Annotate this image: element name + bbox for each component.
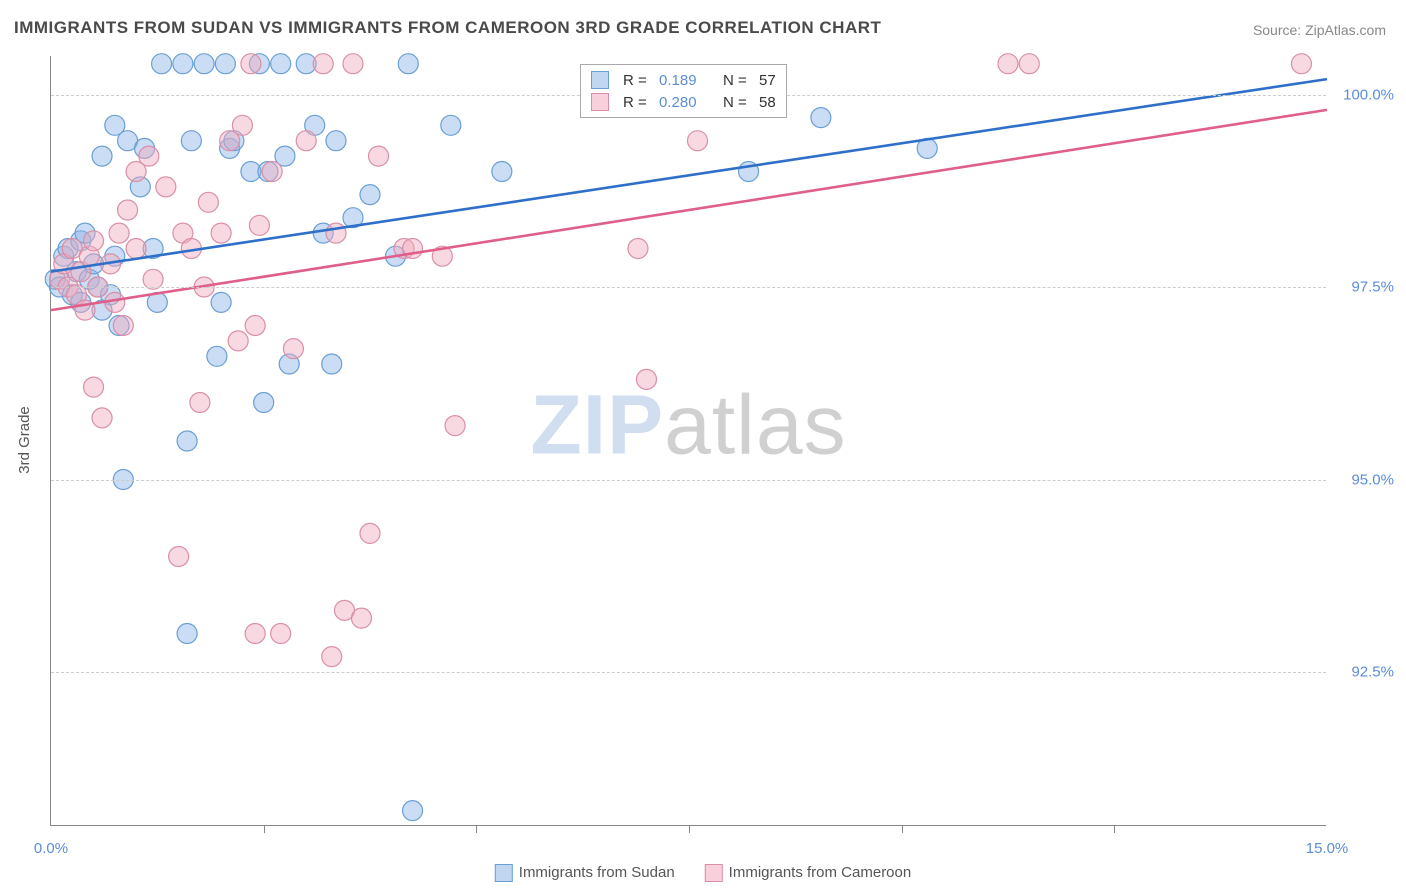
data-point	[198, 192, 218, 212]
legend-label: Immigrants from Sudan	[519, 864, 675, 881]
legend-item: Immigrants from Cameroon	[705, 864, 912, 882]
data-point	[126, 162, 146, 182]
y-tick-label: 95.0%	[1351, 471, 1394, 488]
data-point	[262, 162, 282, 182]
data-point	[811, 108, 831, 128]
data-point	[84, 377, 104, 397]
gridline	[51, 672, 1326, 673]
data-point	[245, 316, 265, 336]
x-tick	[902, 825, 903, 833]
data-point	[181, 131, 201, 151]
y-tick-label: 92.5%	[1351, 664, 1394, 681]
data-point	[998, 54, 1018, 74]
legend-series: Immigrants from Sudan Immigrants from Cam…	[495, 864, 911, 882]
data-point	[296, 131, 316, 151]
data-point	[360, 185, 380, 205]
data-point	[369, 146, 389, 166]
data-point	[326, 131, 346, 151]
data-point	[398, 54, 418, 74]
legend-swatch	[591, 71, 609, 89]
data-point	[84, 231, 104, 251]
data-point	[283, 339, 303, 359]
n-value: 57	[759, 72, 776, 89]
data-point	[113, 316, 133, 336]
n-label: N =	[723, 94, 751, 111]
data-point	[322, 647, 342, 667]
data-point	[177, 624, 197, 644]
data-point	[636, 369, 656, 389]
data-point	[1019, 54, 1039, 74]
data-point	[271, 54, 291, 74]
legend-item: Immigrants from Sudan	[495, 864, 675, 882]
data-point	[156, 177, 176, 197]
data-point	[326, 223, 346, 243]
legend-stat-row: R = 0.189 N = 57	[591, 69, 776, 91]
legend-swatch	[705, 864, 723, 882]
data-point	[343, 54, 363, 74]
legend-label: Immigrants from Cameroon	[729, 864, 912, 881]
r-value: 0.280	[659, 94, 715, 111]
data-point	[109, 223, 129, 243]
x-tick-label: 15.0%	[1306, 840, 1349, 857]
data-point	[688, 131, 708, 151]
x-tick-label: 0.0%	[34, 840, 68, 857]
data-point	[126, 239, 146, 259]
x-tick	[264, 825, 265, 833]
r-label: R =	[623, 72, 651, 89]
data-point	[92, 408, 112, 428]
x-tick	[689, 825, 690, 833]
data-point	[118, 200, 138, 220]
data-point	[403, 801, 423, 821]
data-point	[194, 54, 214, 74]
data-point	[254, 393, 274, 413]
data-point	[92, 146, 112, 166]
data-point	[351, 608, 371, 628]
r-value: 0.189	[659, 72, 715, 89]
data-point	[322, 354, 342, 374]
data-point	[241, 54, 261, 74]
data-point	[177, 431, 197, 451]
legend-stat-row: R = 0.280 N = 58	[591, 91, 776, 113]
gridline	[51, 480, 1326, 481]
source-attribution: Source: ZipAtlas.com	[1253, 22, 1386, 38]
data-point	[190, 393, 210, 413]
data-point	[245, 624, 265, 644]
n-label: N =	[723, 72, 751, 89]
data-point	[360, 523, 380, 543]
n-value: 58	[759, 94, 776, 111]
data-point	[228, 331, 248, 351]
data-point	[232, 115, 252, 135]
data-point	[628, 239, 648, 259]
data-point	[249, 215, 269, 235]
plot-area: ZIPatlas 92.5%95.0%97.5%100.0%0.0%15.0%	[50, 56, 1326, 826]
gridline	[51, 287, 1326, 288]
legend-swatch	[495, 864, 513, 882]
x-tick	[1114, 825, 1115, 833]
data-point	[207, 346, 227, 366]
data-point	[173, 54, 193, 74]
legend-swatch	[591, 93, 609, 111]
r-label: R =	[623, 94, 651, 111]
data-point	[152, 54, 172, 74]
data-point	[1291, 54, 1311, 74]
legend-correlation: R = 0.189 N = 57 R = 0.280 N = 58	[580, 64, 787, 118]
data-point	[271, 624, 291, 644]
data-point	[169, 547, 189, 567]
chart-title: IMMIGRANTS FROM SUDAN VS IMMIGRANTS FROM…	[14, 18, 881, 38]
data-point	[211, 223, 231, 243]
data-point	[211, 292, 231, 312]
x-tick	[476, 825, 477, 833]
y-axis-title: 3rd Grade	[16, 406, 33, 474]
data-point	[492, 162, 512, 182]
data-point	[215, 54, 235, 74]
data-point	[445, 416, 465, 436]
y-tick-label: 100.0%	[1343, 86, 1394, 103]
chart-svg	[51, 56, 1326, 825]
y-tick-label: 97.5%	[1351, 279, 1394, 296]
data-point	[313, 54, 333, 74]
data-point	[441, 115, 461, 135]
